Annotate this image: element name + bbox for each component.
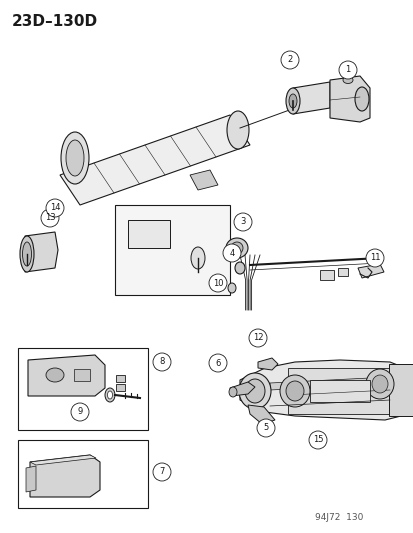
Ellipse shape [20,236,34,272]
Circle shape [41,209,59,227]
Circle shape [153,353,171,371]
FancyBboxPatch shape [116,375,125,382]
Polygon shape [247,405,274,424]
FancyBboxPatch shape [128,220,170,248]
Text: 5: 5 [263,424,268,432]
Text: 23D–130D: 23D–130D [12,14,98,29]
Circle shape [223,244,240,262]
Ellipse shape [371,375,387,393]
Polygon shape [357,264,383,278]
Ellipse shape [225,238,247,258]
Polygon shape [230,382,254,396]
FancyBboxPatch shape [18,440,147,508]
Ellipse shape [285,381,303,401]
Polygon shape [60,115,249,205]
Polygon shape [329,76,369,122]
Ellipse shape [66,140,84,176]
Text: 13: 13 [45,214,55,222]
Ellipse shape [235,262,244,274]
Circle shape [365,249,383,267]
FancyBboxPatch shape [319,270,333,280]
Text: 9: 9 [77,408,83,416]
Ellipse shape [244,379,264,403]
Polygon shape [25,232,58,272]
Polygon shape [26,466,36,492]
Ellipse shape [190,247,204,269]
Text: 6: 6 [215,359,220,367]
FancyBboxPatch shape [337,268,347,276]
Ellipse shape [105,388,115,402]
Ellipse shape [107,391,112,399]
Polygon shape [28,355,105,396]
Text: 14: 14 [50,204,60,213]
Ellipse shape [22,242,31,266]
Circle shape [308,431,326,449]
Ellipse shape [288,94,296,108]
Polygon shape [240,360,411,420]
Text: 15: 15 [312,435,323,445]
Ellipse shape [354,87,368,111]
Ellipse shape [228,387,236,397]
FancyBboxPatch shape [388,364,412,416]
Polygon shape [30,455,96,465]
Text: 2: 2 [287,55,292,64]
Ellipse shape [230,242,242,254]
FancyBboxPatch shape [116,384,125,391]
Polygon shape [269,377,389,390]
Polygon shape [292,82,329,114]
Circle shape [233,213,252,231]
Ellipse shape [342,77,352,84]
Circle shape [153,463,171,481]
FancyBboxPatch shape [309,380,369,402]
Circle shape [248,329,266,347]
Ellipse shape [226,111,248,149]
Ellipse shape [285,88,299,114]
Text: 12: 12 [252,334,263,343]
Text: 7: 7 [159,467,164,477]
Text: 11: 11 [369,254,379,262]
Text: 1: 1 [344,66,350,75]
Circle shape [71,403,89,421]
Ellipse shape [61,132,89,184]
Circle shape [46,199,64,217]
Text: 94J72  130: 94J72 130 [314,513,363,522]
Ellipse shape [365,369,393,399]
FancyBboxPatch shape [287,368,406,414]
Polygon shape [190,170,218,190]
Text: 10: 10 [212,279,223,287]
FancyBboxPatch shape [115,205,230,295]
Text: 3: 3 [240,217,245,227]
Ellipse shape [279,375,309,407]
Polygon shape [257,358,277,370]
Polygon shape [30,455,100,497]
FancyBboxPatch shape [74,369,90,381]
FancyBboxPatch shape [18,348,147,430]
Text: 8: 8 [159,358,164,367]
Circle shape [280,51,298,69]
Ellipse shape [46,368,64,382]
Text: 4: 4 [229,248,234,257]
Circle shape [209,274,226,292]
Circle shape [209,354,226,372]
Ellipse shape [238,373,271,409]
Ellipse shape [228,283,235,293]
Circle shape [338,61,356,79]
Circle shape [256,419,274,437]
